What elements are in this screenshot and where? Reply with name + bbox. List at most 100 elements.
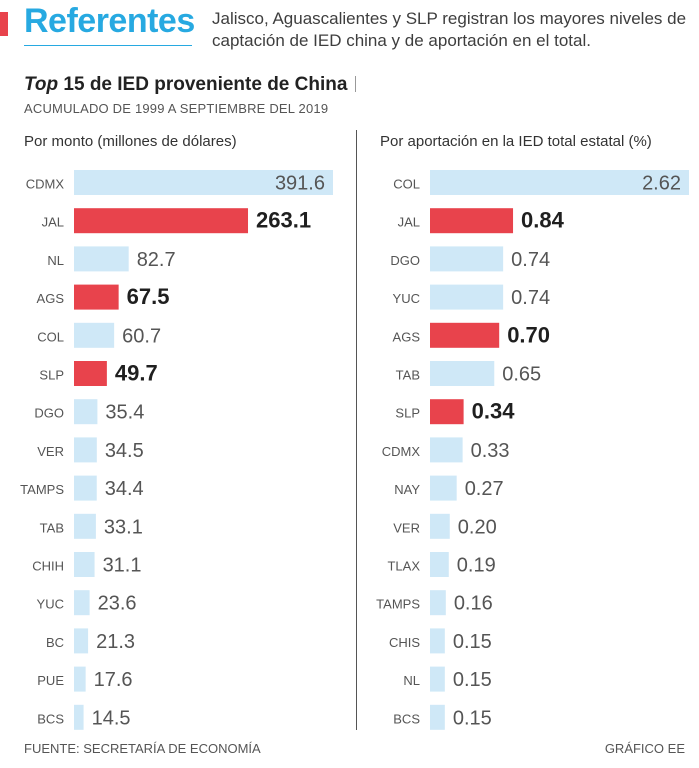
value-label-share: 0.27 <box>465 478 504 500</box>
category-label-share: NL <box>403 673 420 688</box>
bar-share <box>430 361 495 386</box>
bar-share <box>430 552 449 577</box>
value-label-amount: 263.1 <box>256 208 311 233</box>
category-label-amount: SLP <box>39 368 64 383</box>
category-label-share: YUC <box>393 291 420 306</box>
bar-amount <box>74 437 97 463</box>
bar-share <box>430 513 450 539</box>
value-label-share: 0.84 <box>521 208 565 233</box>
chart-title-emphasis: Top <box>24 74 59 95</box>
bar-share <box>430 475 457 501</box>
brand-title: Referentes <box>24 2 195 40</box>
category-label-amount: AGS <box>37 291 65 306</box>
value-label-amount: 35.4 <box>105 402 144 424</box>
category-label-amount: DGO <box>34 406 64 421</box>
value-label-amount: 82.7 <box>137 249 176 271</box>
title-separator <box>355 76 357 92</box>
value-label-share: 0.33 <box>471 440 510 462</box>
value-label-amount: 60.7 <box>122 325 161 347</box>
value-label-share: 0.15 <box>453 707 492 729</box>
bar-amount <box>74 628 89 654</box>
bar-share <box>430 246 504 272</box>
value-label-share: 0.74 <box>511 287 550 309</box>
value-label-share: 0.74 <box>511 249 550 271</box>
value-label-share: 0.65 <box>502 364 541 386</box>
value-label-share: 0.15 <box>453 631 492 653</box>
bar-share <box>430 437 463 463</box>
category-label-amount: VER <box>37 444 64 459</box>
category-label-share: SLP <box>395 406 420 421</box>
bar-share-highlight <box>430 322 500 348</box>
category-label-amount: YUC <box>37 597 64 612</box>
category-label-amount: CHIH <box>32 559 64 574</box>
value-label-share: 0.19 <box>457 555 496 577</box>
brand-underline <box>24 45 192 46</box>
category-label-share: AGS <box>393 329 421 344</box>
intro-text: Jalisco, Aguascalientes y SLP registran … <box>212 9 687 50</box>
bar-share-highlight <box>430 399 464 425</box>
value-label-share: 2.62 <box>642 173 681 195</box>
category-label-share: DGO <box>390 253 420 268</box>
bar-amount <box>74 704 84 730</box>
value-label-share: 0.70 <box>507 322 550 347</box>
bar-amount <box>74 666 86 692</box>
value-label-amount: 14.5 <box>92 707 131 729</box>
category-label-share: CHIS <box>389 635 420 650</box>
bar-amount <box>74 513 96 539</box>
bar-share <box>430 284 504 310</box>
category-label-amount: JAL <box>42 215 64 230</box>
value-label-amount: 31.1 <box>103 555 142 577</box>
category-label-share: NAY <box>394 482 420 497</box>
value-label-amount: 21.3 <box>96 631 135 653</box>
bar-share-highlight <box>430 208 514 234</box>
bar-amount-highlight <box>74 284 119 310</box>
bar-amount <box>74 399 98 425</box>
value-label-amount: 17.6 <box>94 669 133 691</box>
category-label-share: CDMX <box>382 444 421 459</box>
chart-title: Top 15 de IED proveniente de China <box>24 74 357 96</box>
value-label-amount: 34.4 <box>105 478 144 500</box>
source-note: FUENTE: SECRETARÍA DE ECONOMÍA <box>24 741 261 756</box>
value-label-amount: 391.6 <box>275 173 325 195</box>
category-label-share: VER <box>393 520 420 535</box>
bar-amount <box>74 170 333 195</box>
bar-amount <box>74 475 97 501</box>
bar-amount <box>74 322 115 348</box>
value-label-share: 0.20 <box>458 516 497 538</box>
value-label-share: 0.16 <box>454 593 493 615</box>
chart-title-rest: 15 de IED proveniente de China <box>58 74 348 95</box>
category-label-amount: TAMPS <box>20 482 64 497</box>
bar-share <box>430 170 689 195</box>
bar-amount <box>74 552 95 577</box>
panel-divider <box>356 130 357 730</box>
chart-amount: CDMX 391.6 JAL 263.1 NL 82.7 AGS 67.5 COL 60.7 SLP… <box>20 170 333 730</box>
category-label-share: COL <box>393 177 420 192</box>
category-label-share: JAL <box>398 215 420 230</box>
bar-amount-highlight <box>74 361 107 386</box>
value-label-amount: 23.6 <box>98 593 137 615</box>
category-label-amount: BC <box>46 635 64 650</box>
category-label-amount: TAB <box>40 520 64 535</box>
value-label-amount: 67.5 <box>127 284 170 309</box>
bar-amount <box>74 246 129 272</box>
value-label-amount: 49.7 <box>115 361 158 386</box>
value-label-share: 0.34 <box>472 399 516 424</box>
category-label-share: TAMPS <box>376 597 420 612</box>
category-label-amount: BCS <box>37 711 64 726</box>
bar-share <box>430 590 446 616</box>
value-label-amount: 34.5 <box>105 440 144 462</box>
graphic-credit: GRÁFICO EE <box>604 741 685 756</box>
panel-title-amount: Por monto (millones de dólares) <box>24 133 237 150</box>
category-label-share: TAB <box>396 368 420 383</box>
category-label-share: BCS <box>393 711 420 726</box>
panel-title-share: Por aportación en la IED total estatal (… <box>380 133 652 150</box>
value-label-share: 0.15 <box>453 669 492 691</box>
bar-share <box>430 704 445 730</box>
category-label-amount: PUE <box>37 673 64 688</box>
category-label-amount: COL <box>37 329 64 344</box>
category-label-amount: CDMX <box>26 177 65 192</box>
brand-accent-mark <box>0 12 8 36</box>
category-label-amount: NL <box>47 253 64 268</box>
category-label-share: TLAX <box>387 559 420 574</box>
